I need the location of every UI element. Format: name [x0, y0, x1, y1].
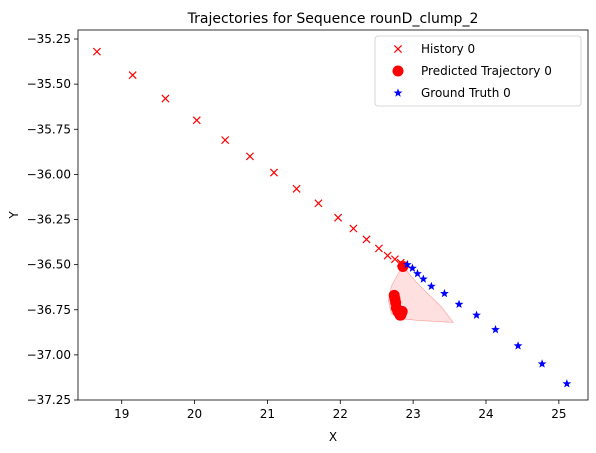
x-tick-label: 22	[333, 407, 348, 421]
history-point	[362, 235, 371, 244]
y-tick-label: −35.50	[27, 77, 71, 91]
x-tick-label: 20	[187, 407, 202, 421]
history-point	[221, 136, 230, 145]
history-point	[390, 255, 399, 264]
y-tick-label: −35.25	[27, 32, 71, 46]
series-ground-truth	[402, 260, 572, 388]
x-axis-label: X	[329, 430, 337, 444]
y-tick-label: −37.25	[27, 393, 71, 407]
legend-markers	[392, 44, 404, 97]
y-tick-label: −36.75	[27, 303, 71, 317]
legend-marker-history	[393, 44, 403, 54]
history-point	[334, 213, 343, 222]
y-tick-label: −35.75	[27, 122, 71, 136]
history-point	[349, 224, 358, 233]
predicted-point	[396, 306, 408, 318]
history-point	[128, 71, 137, 80]
history-point	[92, 47, 101, 56]
history-point	[161, 94, 170, 103]
ground-truth-point	[537, 359, 547, 368]
y-axis: −35.25 −35.50 −35.75 −36.00 −36.25 −36.50 −36.…	[27, 32, 78, 407]
plot-frame	[77, 29, 589, 401]
x-tick-label: 25	[551, 407, 566, 421]
ground-truth-point	[454, 299, 464, 309]
x-tick-label: 24	[478, 407, 493, 421]
plot-area	[92, 47, 572, 388]
ground-truth-point	[491, 325, 500, 334]
history-point	[292, 184, 301, 193]
legend: History 0 Predicted Trajectory 0 Ground …	[374, 35, 582, 107]
ground-truth-point	[418, 274, 428, 283]
legend-marker-ground-truth	[393, 88, 403, 97]
chart-title: Trajectories for Sequence rounD_clump_2	[187, 11, 479, 27]
history-point	[374, 244, 383, 253]
y-tick-label: −37.00	[27, 348, 71, 362]
ground-truth-point	[513, 341, 523, 350]
history-point	[383, 251, 392, 260]
y-tick-label: −36.00	[27, 167, 71, 181]
history-point	[245, 152, 254, 161]
ground-truth-point	[562, 379, 572, 388]
legend-label-ground-truth: Ground Truth 0	[421, 86, 511, 100]
ground-truth-point	[408, 263, 417, 272]
y-axis-label: Y	[7, 211, 21, 220]
series-history	[92, 47, 409, 269]
y-tick-label: −36.25	[27, 213, 71, 227]
y-tick-label: −36.50	[27, 258, 71, 272]
history-point	[269, 168, 279, 177]
legend-label-predicted: Predicted Trajectory 0	[421, 64, 552, 78]
ground-truth-point	[472, 310, 481, 319]
legend-label-history: History 0	[421, 42, 475, 56]
history-point	[314, 199, 323, 208]
ground-truth-point	[413, 269, 422, 278]
x-tick-label: 23	[406, 407, 421, 421]
ground-truth-point	[426, 281, 436, 291]
x-tick-label: 21	[260, 407, 275, 421]
x-tick-label: 19	[114, 407, 129, 421]
ground-truth-point	[402, 260, 412, 269]
series-predicted	[388, 260, 409, 321]
x-axis: 19 20 21 22 23 24 25	[114, 400, 566, 421]
history-point	[192, 116, 201, 125]
legend-marker-predicted	[392, 65, 404, 77]
legend-frame	[374, 35, 582, 107]
ground-truth-point	[440, 288, 449, 298]
